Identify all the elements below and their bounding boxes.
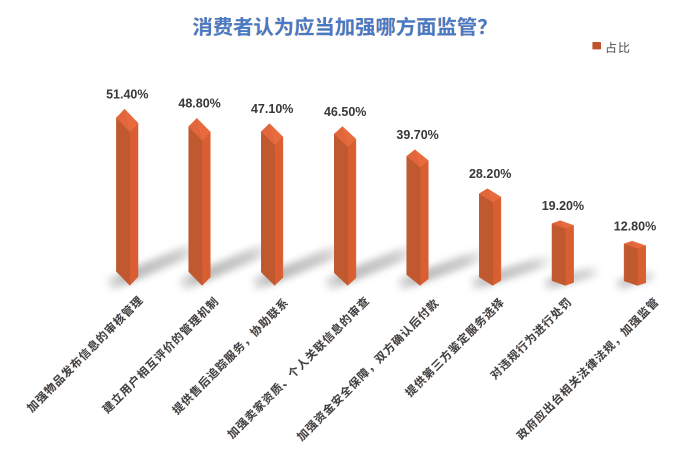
svg-text:47.10%: 47.10% <box>251 102 293 116</box>
svg-text:46.50%: 46.50% <box>324 105 366 119</box>
svg-text:28.20%: 28.20% <box>469 167 511 181</box>
svg-text:48.80%: 48.80% <box>178 97 220 111</box>
svg-text:12.80%: 12.80% <box>614 220 656 234</box>
svg-text:39.70%: 39.70% <box>396 128 438 142</box>
svg-text:19.20%: 19.20% <box>542 199 584 213</box>
svg-text:51.40%: 51.40% <box>106 88 148 102</box>
